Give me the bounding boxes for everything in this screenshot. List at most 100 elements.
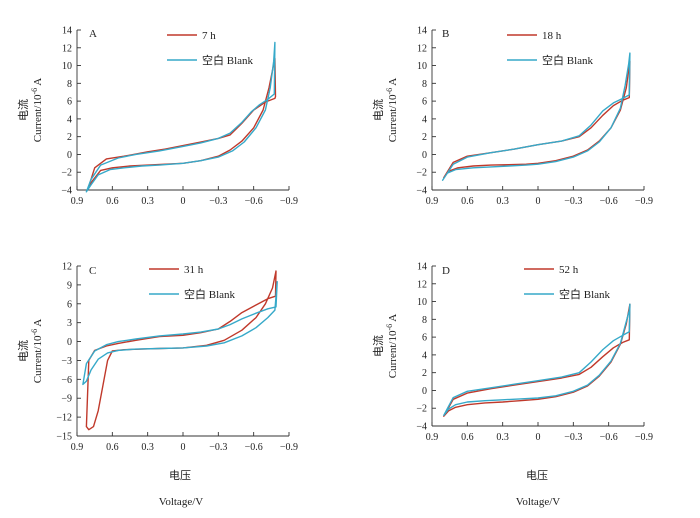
y-tick-label-c: −6 (61, 375, 72, 386)
y-tick-label-d: 12 (417, 279, 427, 290)
y-tick-label-d: 4 (422, 350, 427, 361)
x-tick-label-b: −0.6 (600, 196, 618, 207)
y-label-en-b: Current/10-6 A (385, 78, 399, 142)
legend-label-d-blank: 空白 Blank (559, 287, 611, 301)
y-tick-label-c: −9 (61, 394, 72, 405)
y-tick-label-d: 8 (422, 315, 427, 326)
x-tick-label-c: 0 (181, 442, 186, 453)
y-tick-label-a: 2 (67, 132, 72, 143)
panel-letter-a: A (89, 28, 97, 40)
x-tick-label-d: 0.9 (426, 432, 439, 443)
legend-label-a-blank: 空白 Blank (202, 53, 254, 67)
x-tick-label-b: 0.9 (426, 196, 439, 207)
y-tick-label-c: 3 (67, 318, 72, 329)
y-tick-label-b: 10 (417, 61, 427, 72)
panel-c: −15 −12 −9 −6 −3 0 3 6 9 12 0.9 0.6 0.3 0 −0.3 −0.6 −0.9… (16, 262, 298, 454)
x-tick-label-d: −0.3 (564, 432, 582, 443)
y-tick-label-d: −2 (416, 404, 427, 415)
x-tick-label-b: −0.3 (564, 196, 582, 207)
x-tick-label-c: −0.3 (209, 442, 227, 453)
y-tick-label-a: −4 (61, 186, 72, 197)
x-tick-label-c: 0.3 (141, 442, 154, 453)
x-label-en-right: Voltage/V (516, 496, 560, 508)
y-tick-label-c: −3 (61, 356, 72, 367)
series-line-d-blank (443, 303, 631, 416)
y-tick-label-c: 12 (62, 262, 72, 273)
y-tick-label-b: −4 (416, 186, 427, 197)
y-label-cn-b: 电流 (371, 99, 385, 121)
y-label-cn-a: 电流 (16, 99, 30, 121)
series-line-b-sample (443, 60, 631, 179)
y-tick-label-d: 6 (422, 333, 427, 344)
x-tick-label-d: −0.6 (600, 432, 618, 443)
series-line-c-blank (82, 281, 278, 386)
y-tick-label-c: 0 (67, 337, 72, 348)
x-tick-label-c: −0.6 (245, 442, 263, 453)
y-tick-label-b: 0 (422, 150, 427, 161)
y-tick-label-a: 12 (62, 43, 72, 54)
x-tick-label-d: 0 (536, 432, 541, 443)
y-tick-label-c: −12 (56, 413, 72, 424)
y-tick-label-d: 10 (417, 297, 427, 308)
x-tick-label-c: 0.6 (106, 442, 119, 453)
y-label-en-a: Current/10-6 A (30, 78, 44, 142)
y-tick-label-d: 2 (422, 368, 427, 379)
x-tick-label-a: 0.9 (71, 196, 84, 207)
y-tick-label-a: 4 (67, 114, 72, 125)
panel-d: −4 −2 0 2 4 6 8 10 12 14 0.9 0.6 0.3 0 −0.3 −0.6 −0.9 D 52… (371, 262, 653, 444)
panel-letter-d: D (442, 265, 450, 277)
x-tick-label-c: 0.9 (71, 442, 84, 453)
y-tick-label-d: 14 (417, 262, 427, 273)
x-tick-label-b: 0 (536, 196, 541, 207)
x-tick-label-a: −0.9 (280, 196, 298, 207)
y-tick-label-a: 0 (67, 150, 72, 161)
y-label-cn-c: 电流 (16, 340, 30, 362)
y-tick-label-b: 6 (422, 97, 427, 108)
legend-label-b-sample: 18 h (542, 30, 562, 42)
series-line-c-sample (85, 270, 277, 431)
legend-label-d-sample: 52 h (559, 264, 579, 276)
x-label-en-left: Voltage/V (159, 496, 203, 508)
y-tick-label-b: 8 (422, 79, 427, 90)
x-tick-label-b: 0.3 (496, 196, 509, 207)
legend-label-b-blank: 空白 Blank (542, 53, 594, 67)
y-tick-label-a: 10 (62, 61, 72, 72)
series-line-a-sample (88, 57, 277, 188)
y-tick-label-b: −2 (416, 168, 427, 179)
series-line-a-blank (85, 41, 276, 193)
legend-label-a-sample: 7 h (202, 30, 216, 42)
legend-label-c-blank: 空白 Blank (184, 287, 236, 301)
y-tick-label-c: 6 (67, 299, 72, 310)
x-tick-label-d: −0.9 (635, 432, 653, 443)
x-tick-label-a: 0 (181, 196, 186, 207)
legend-label-c-sample: 31 h (184, 264, 204, 276)
series-line-d-sample (443, 303, 631, 417)
panel-letter-c: C (89, 265, 96, 277)
y-tick-label-a: −2 (61, 168, 72, 179)
y-label-en-c: Current/10-6 A (30, 319, 44, 383)
y-tick-label-c: −15 (56, 432, 72, 443)
y-label-cn-d: 电流 (371, 335, 385, 357)
x-tick-label-d: 0.3 (496, 432, 509, 443)
x-label-cn-left: 电压 (169, 469, 191, 482)
y-tick-label-b: 4 (422, 114, 427, 125)
y-tick-label-a: 14 (62, 26, 72, 37)
x-tick-label-b: 0.6 (461, 196, 474, 207)
y-tick-label-a: 8 (67, 79, 72, 90)
x-tick-label-c: −0.9 (280, 442, 298, 453)
x-label-cn-right: 电压 (526, 469, 548, 482)
panel-a: −4 −2 0 2 4 6 8 10 12 14 0.9 0.6 0.3 0 −0.3 −0.6 −0.9 A 7 … (16, 26, 298, 208)
x-tick-label-a: 0.3 (141, 196, 154, 207)
panel-b: −4 −2 0 2 4 6 8 10 12 14 0.9 0.6 0.3 0 −0.3 −0.6 −0.9 B 18… (371, 26, 653, 208)
series-line-b-blank (441, 52, 631, 181)
x-tick-label-a: −0.6 (245, 196, 263, 207)
y-tick-label-b: 12 (417, 43, 427, 54)
y-tick-label-c: 9 (67, 280, 72, 291)
panel-letter-b: B (442, 28, 449, 40)
y-tick-label-d: −4 (416, 422, 427, 433)
x-tick-label-a: −0.3 (209, 196, 227, 207)
x-tick-label-d: 0.6 (461, 432, 474, 443)
y-tick-label-b: 14 (417, 26, 427, 37)
y-label-en-d: Current/10-6 A (385, 314, 399, 378)
